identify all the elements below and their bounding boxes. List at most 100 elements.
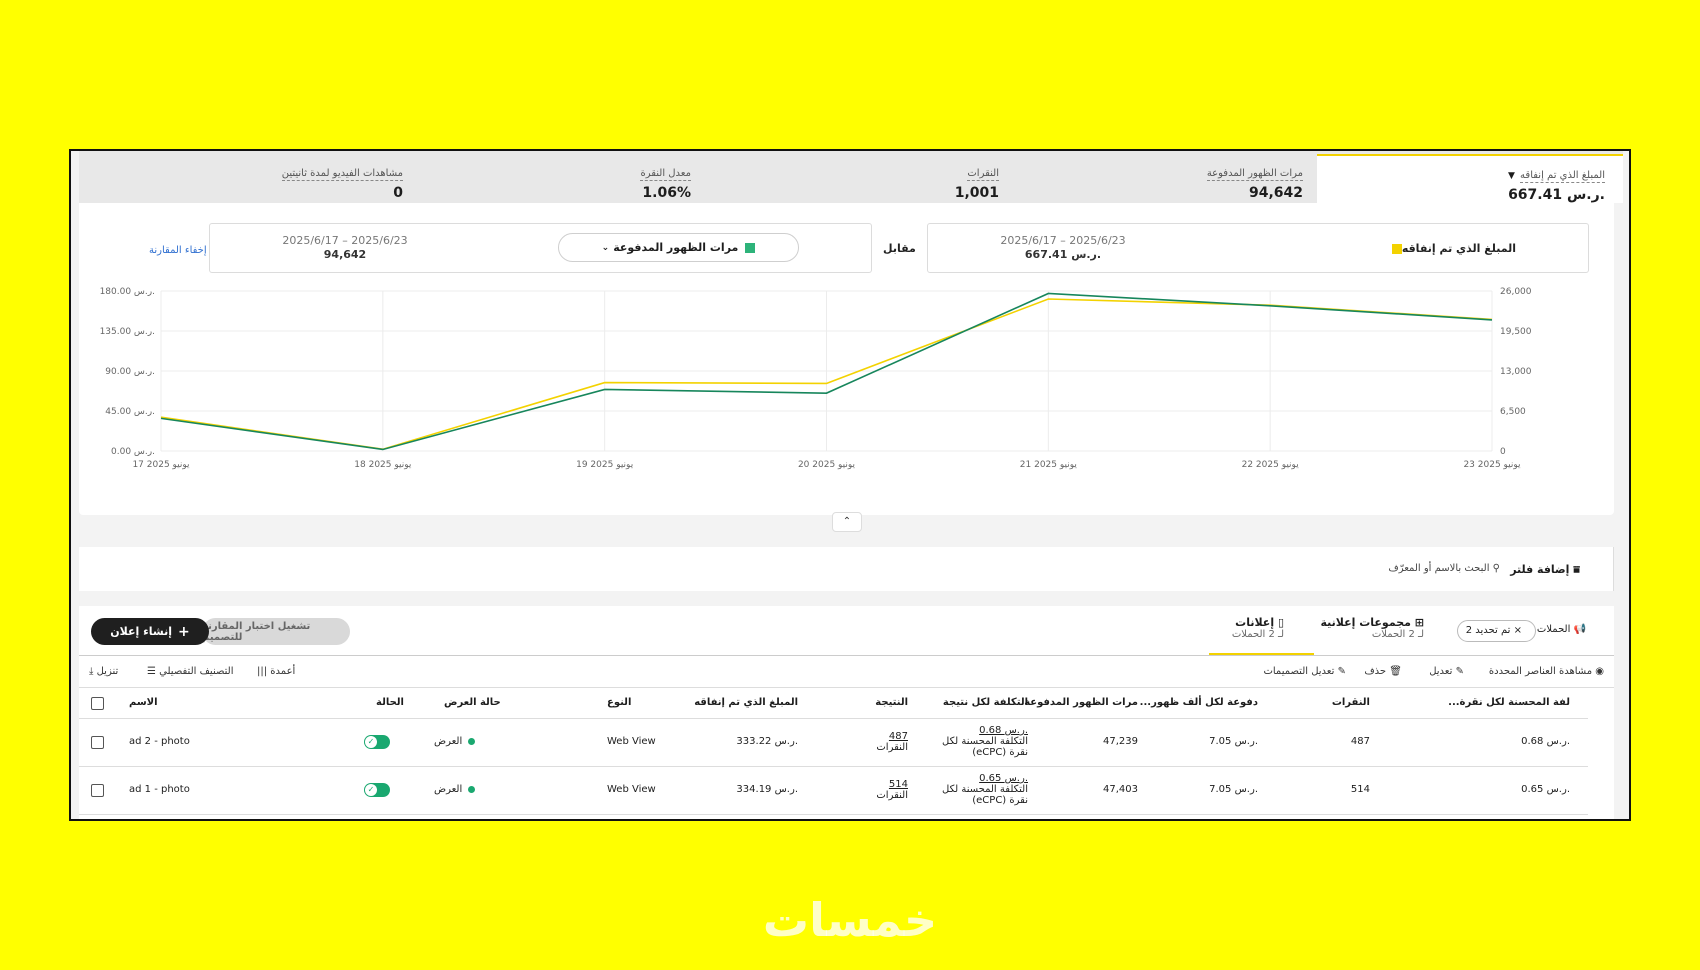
header-name[interactable]: الاسم [129,697,158,708]
check-icon: ✓ [365,784,377,796]
x-tick-label: 21 يونيو 2025 [1020,460,1078,470]
delete-button[interactable]: حذف 🗑 [1364,666,1402,677]
table-header: الاسم الحالة حالة العرض النوع المبلغ الذ… [79,688,1588,719]
hide-comparison-link[interactable]: إخفاء المقارنة [149,245,207,256]
series-line [160,292,1493,451]
close-icon[interactable]: × [1513,625,1522,636]
edit-creatives-button[interactable]: تعديل التصميمات ✎ [1263,666,1346,677]
view-selected-button[interactable]: مشاهدة العناصر المحددة ◉ [1488,666,1604,677]
metric-spent[interactable]: ▼ المبلغ الذي تم إنفاقه 667.41 ر.س. [1317,154,1623,203]
filter-icon: ⩸ [1573,563,1580,576]
row-checkbox[interactable] [91,736,104,749]
header-status[interactable]: الحالة [376,697,404,708]
x-tick-label: 22 يونيو 2025 [1242,460,1300,470]
ads-manager-panel: ▼ المبلغ الذي تم إنفاقه 667.41 ر.س. مرات… [69,149,1631,821]
search-input[interactable]: البحث بالاسم أو المعرّف ⚲ [1388,563,1500,574]
columns-button[interactable]: ||| أعمدة [257,666,296,677]
result-value[interactable]: 514 النقرات [876,779,908,801]
ad-type: Web View [607,736,656,747]
secondary-metric-box: ⌄ مرات الظهور المدفوعة 2025/6/17 – 2025/… [209,223,872,273]
metric-video-views[interactable]: مشاهدات الفيديو لمدة ثانيتين 0 [281,161,403,201]
download-button[interactable]: ⤓ تنزيل [89,666,119,677]
metric-label: معدل النقرة [640,168,691,181]
cost-per-result: 0.68 ر.س. التكلفة المحسنة لكل (eCPC) نقرة [942,725,1028,758]
metric-impressions[interactable]: مرات الظهور المدفوعة 94,642 [1206,161,1303,201]
table-row[interactable]: ad 1 - photo ✓ العرض Web View 334.19 ر.س… [79,767,1588,815]
plus-icon: + [177,623,190,640]
impressions-value: 47,239 [1103,736,1138,747]
primary-range: 2025/6/17 – 2025/6/23 667.41 ر.س. [1000,234,1126,261]
watermark-logo: خمسات [762,893,938,947]
primary-metric-box[interactable]: المبلغ الذي تم إنفاقه 2025/6/17 – 2025/6… [927,223,1589,273]
download-icon: ⤓ [89,666,94,677]
breakdown-button[interactable]: ☰ التصنيف التفصيلي [147,666,234,677]
metric-clicks[interactable]: النقرات 1,001 [955,161,999,201]
header-spent[interactable]: المبلغ الذي تم إنفاقه [694,697,798,708]
filter-bar: إضافة فلتر ⩸ البحث بالاسم أو المعرّف ⚲ [79,547,1614,591]
delivery-status: العرض [434,736,476,747]
left-tick-label: 0.00 ر.س. [111,447,155,457]
impressions-value: 47,403 [1103,784,1138,795]
grid-icon: ⊞ [1414,616,1424,629]
header-cpm[interactable]: ...دفوعة لكل ألف ظهور [1139,697,1258,708]
tab-ads[interactable]: إعلانات ▯ لـ 2 الحملات [1209,616,1314,655]
chevron-down-icon[interactable]: ▼ [1508,171,1515,181]
left-tick-label: 90.00 ر.س. [105,367,155,377]
header-clicks[interactable]: النقرات [1331,697,1370,708]
metric-label: المبلغ الذي تم إنفاقه [1520,170,1605,183]
left-tick-label: 135.00 ر.س. [100,327,155,337]
metric-value: 94,642 [1248,185,1303,201]
table-toolbar: مشاهدة العناصر المحددة ◉ تعديل ✎ حذف 🗑 ت… [79,656,1614,688]
header-delivery[interactable]: حالة العرض [444,697,501,708]
cpm-value: 7.05 ر.س. [1209,736,1258,747]
pencil-icon: ✎ [1455,666,1464,677]
pencil-icon: ✎ [1337,666,1346,677]
header-impressions[interactable]: مرات الظهور المدفوعة [1024,697,1138,708]
left-tick-label: 45.00 ر.س. [105,407,155,417]
header-type[interactable]: النوع [607,697,632,708]
x-tick-label: 17 يونيو 2025 [132,460,190,470]
metric-label: النقرات [967,168,999,181]
row-checkbox[interactable] [91,784,104,797]
select-all-checkbox[interactable] [91,697,104,710]
cost-per-result: 0.65 ر.س. التكلفة المحسنة لكل (eCPC) نقرة [942,773,1028,806]
level-tabs: الحملات 📢 تم تحديد 2 × مجموعات إعلانية ⊞… [79,606,1614,656]
right-tick-label: 13,000 [1500,367,1532,377]
header-cost-per-result[interactable]: التكلفة لكل نتيجة [942,697,1028,708]
trash-icon: 🗑 [1389,666,1402,677]
green-swatch-icon [745,242,756,253]
cpm-value: 7.05 ر.س. [1209,784,1258,795]
ad-name[interactable]: ad 2 - photo [129,736,190,747]
x-tick-label: 20 يونيو 2025 [798,460,856,470]
metric-value: 1.06% [642,185,691,201]
right-tick-label: 6,500 [1500,407,1526,417]
left-tick-label: 180.00 ر.س. [100,287,155,297]
header-result[interactable]: النتيجة [875,697,908,708]
add-filter-button[interactable]: إضافة فلتر ⩸ [1510,563,1580,576]
line-chart: 0.00 ر.س. 0 45.00 ر.س. 6,500 90.00 ر.س. 13,00… [100,287,1532,470]
status-toggle[interactable]: ✓ [364,783,390,797]
table-row[interactable]: ad 2 - photo ✓ العرض Web View 333.22 ر.س… [79,719,1588,767]
secondary-metric-dropdown[interactable]: ⌄ مرات الظهور المدفوعة [558,233,799,262]
yellow-swatch-icon [1391,244,1402,254]
status-dot-icon [468,785,476,793]
status-dot-icon [468,737,476,745]
clicks-value: 514 [1350,784,1370,795]
result-value[interactable]: 487 النقرات [876,731,908,753]
tab-campaigns[interactable]: الحملات 📢 [1536,624,1586,635]
status-toggle[interactable]: ✓ [364,735,390,749]
vs-label: مقابل [883,242,916,255]
create-ad-button[interactable]: إنشاء إعلان + [91,618,209,645]
metric-ctr[interactable]: معدل النقرة 1.06% [640,161,691,201]
run-comparison-test-button[interactable]: تشغيل اختبار المقارنة للتصميم [202,618,350,645]
tab-ad-groups[interactable]: مجموعات إعلانية ⊞ لـ 2 الحملات [1320,616,1424,640]
x-tick-label: 18 يونيو 2025 [354,460,412,470]
ad-name[interactable]: ad 1 - photo [129,784,190,795]
check-icon: ✓ [365,736,377,748]
metrics-strip: ▼ المبلغ الذي تم إنفاقه 667.41 ر.س. مرات… [79,151,1623,203]
collapse-chart-button[interactable]: ⌃ [832,512,862,532]
chevron-up-icon: ⌃ [842,516,852,527]
header-ecpc[interactable]: ...لفة المحسنة لكل نقرة [1448,697,1570,708]
edit-button[interactable]: تعديل ✎ [1429,666,1464,677]
selected-chip[interactable]: تم تحديد 2 × [1456,620,1536,642]
